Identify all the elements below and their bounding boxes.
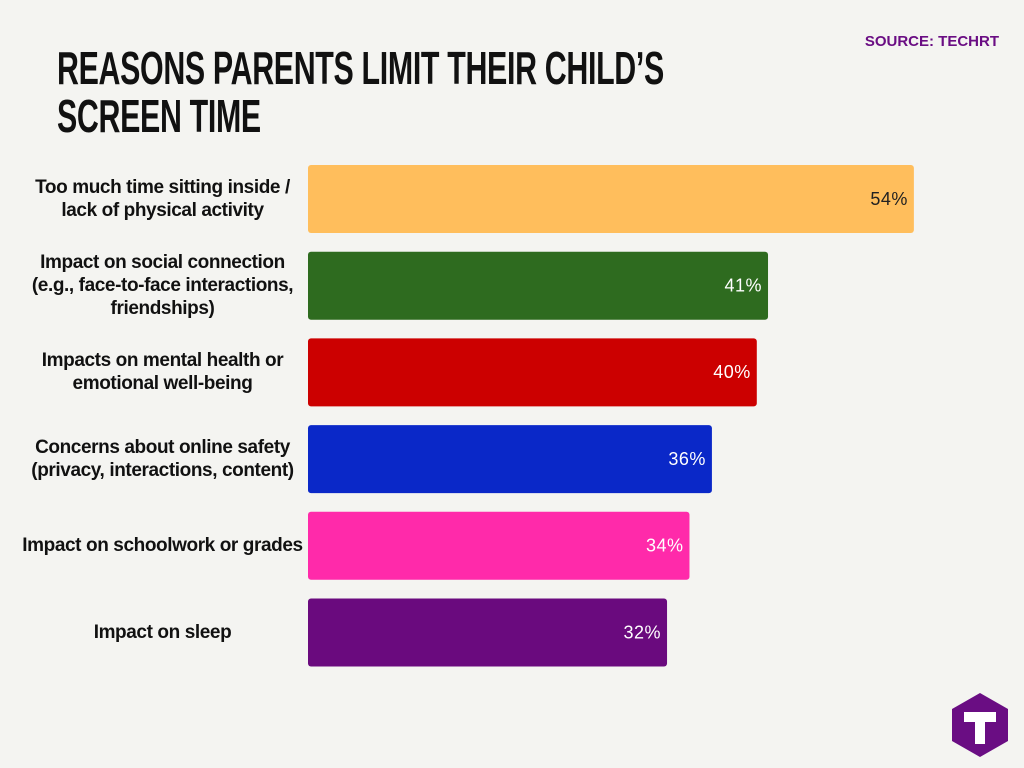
- value-label: 36%: [668, 449, 706, 469]
- value-label: 32%: [624, 622, 662, 642]
- bar: [308, 511, 690, 580]
- value-label: 40%: [713, 362, 751, 382]
- value-label: 41%: [724, 275, 762, 295]
- bar: [308, 165, 914, 233]
- logo: [952, 693, 1008, 757]
- bar: [308, 598, 668, 667]
- value-label: 34%: [646, 536, 684, 556]
- category-label: Impact on social connection (e.g., face-…: [31, 252, 294, 320]
- category-label: Impacts on mental health or emotional we…: [41, 350, 284, 395]
- logo-letter: [964, 712, 996, 744]
- category-label: Impact on sleep: [93, 622, 232, 643]
- value-label: 54%: [870, 189, 908, 209]
- bar: [308, 251, 769, 320]
- bar: [308, 338, 757, 407]
- bar: [308, 425, 712, 494]
- category-label: Too much time sitting inside / lack of p…: [35, 177, 290, 221]
- category-label: Concerns about online safety (privacy, i…: [31, 437, 294, 482]
- source: SOURCE: TECHRT: [864, 33, 999, 50]
- chart-title: REASONS PARENTS LIMIT THEIR CHILD’S SCRE…: [57, 42, 664, 142]
- category-label: Impact on schoolwork or grades: [22, 535, 303, 557]
